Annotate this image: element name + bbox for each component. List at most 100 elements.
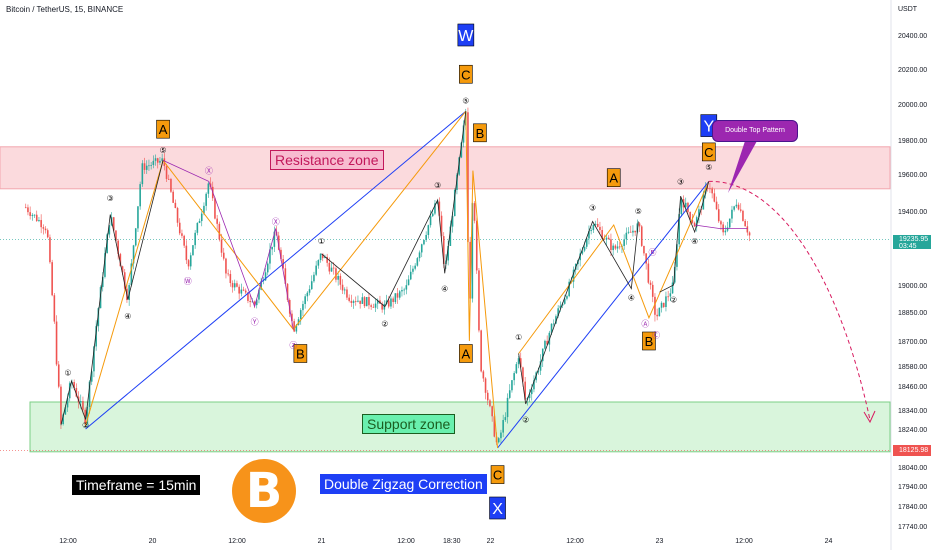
candle-body [684,202,687,208]
y-tick-label: 17940.00 [898,484,927,491]
projection-path [708,180,871,421]
candle-body [506,397,509,418]
wave-number: ⑤ [635,207,642,216]
wave-number: ① [64,369,71,378]
y-tick-label: 19000.00 [898,283,927,290]
candle-body [75,388,78,397]
candle-body [662,302,665,308]
candle-body [348,297,350,301]
candle-body [579,253,581,261]
candle-body [101,276,104,288]
timeframe-label: Timeframe = 15min [72,475,201,495]
x-tick-label: 12:00 [566,538,584,545]
candle-body [451,216,454,227]
candle-body [486,392,489,401]
candle-body [715,201,718,210]
candle-body [434,203,436,214]
candle-body [744,220,746,227]
candle-body [629,231,632,233]
candle-body [376,300,379,304]
candle-body [280,249,282,260]
candle-body [95,326,97,347]
x-tick-label: 24 [825,538,833,545]
wave-label-box [701,142,716,162]
candle-body [284,268,287,284]
candle-body [313,274,315,282]
wave-number: Ⓨ [251,318,259,327]
candle-body [350,300,353,303]
candle-body [249,300,251,303]
candle-body [678,214,680,245]
wave-label-text: A [609,171,618,186]
candle-body [108,225,111,235]
candle-body [174,202,177,209]
candle-body [271,246,273,250]
candle-body [605,237,608,240]
candle-body [442,236,445,265]
candle-body [537,370,540,373]
candle-body [539,361,542,371]
x-tick-label: 23 [656,538,664,545]
candle-body [717,209,720,222]
candle-body [618,246,621,248]
candle-body [695,217,698,227]
callout-pointer [728,141,757,193]
candle-body [170,178,172,192]
candle-body [568,281,570,297]
candle-body [104,253,106,277]
candle-body [293,321,295,332]
candle-body [709,188,711,190]
candle-body [671,282,674,294]
wave-label-box [473,123,487,143]
candle-body [423,240,425,245]
candle-body [79,401,82,403]
candle-body [737,204,740,210]
y-tick-label: 20200.00 [898,67,927,74]
x-tick-label: 18:30 [443,538,461,545]
candle-body [447,245,449,261]
candle-body [165,166,168,179]
y-tick-label: 20400.00 [898,33,927,40]
candle-body [88,381,91,407]
x-tick-label: 12:00 [397,538,415,545]
correction-label: Double Zigzag Correction [320,474,487,494]
candle-body [550,323,553,333]
candle-body [112,217,115,231]
candle-body [198,221,201,223]
candle-body [440,215,443,237]
candle-body [106,234,108,254]
candle-body [511,380,513,391]
candle-body [154,158,157,161]
candle-body [394,293,397,303]
candle-body [467,112,469,242]
candle-body [189,255,192,267]
candle-body [533,380,535,390]
candle-body [361,297,364,304]
candle-body [306,292,309,297]
wave-label-text: C [461,67,470,82]
wave-label-text: C [704,145,713,160]
candle-body [330,267,333,272]
candle-body [31,214,34,216]
wave-number: ③ [434,181,441,190]
candle-body [277,235,280,250]
candle-body [493,416,496,437]
candle-body [357,300,359,302]
candle-body [557,308,559,317]
candle-body [236,283,238,287]
candle-body [632,230,634,233]
candle-body [148,165,150,167]
candle-body [132,245,135,264]
wave-X-abc-line [465,111,499,449]
candle-body [546,340,548,345]
candle-body [295,324,298,332]
candle-body [647,263,650,283]
candle-body [748,232,751,236]
candle-body [196,222,199,233]
candle-body [339,275,342,285]
y-tick-label: 18240.00 [898,427,927,434]
candle-body [561,303,564,306]
y-tick-label: 17840.00 [898,504,927,511]
wave-label-text: Y [703,119,714,136]
